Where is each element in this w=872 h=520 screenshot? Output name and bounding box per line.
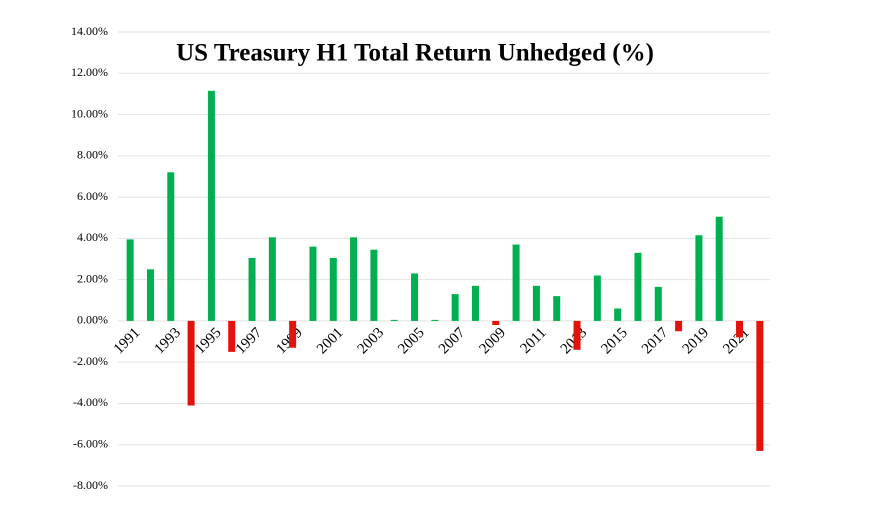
bar [126,239,134,321]
bar [695,235,703,321]
y-tick-label: -8.00% [73,478,108,492]
bar [268,237,276,321]
chart-title: US Treasury H1 Total Return Unhedged (%) [176,40,654,67]
y-tick-label: 14.00% [71,24,108,38]
y-tick-label: -2.00% [73,354,108,368]
bar [471,285,479,321]
bar [614,308,622,321]
bar [329,257,337,321]
x-tick-label: 2017 [639,325,672,358]
bar [411,273,419,321]
x-tick-label: 1997 [233,325,266,358]
y-tick-label: 6.00% [77,189,108,203]
y-tick-label: 12.00% [71,65,108,79]
x-tick-label: 2019 [680,325,713,358]
bar [146,269,154,321]
bar [309,246,317,321]
bar [492,320,500,326]
bar [654,286,662,321]
x-tick-label: 2001 [314,325,347,358]
x-tick-label: 2005 [395,325,428,358]
bar [370,249,378,321]
bar [532,285,540,321]
bar [350,237,358,321]
bar [736,320,744,338]
y-tick-label: 10.00% [71,106,108,120]
y-tick-label: 8.00% [77,148,108,162]
bar [573,320,581,350]
bar [248,257,256,321]
bar [756,320,764,451]
y-tick-label: 0.00% [77,313,108,327]
x-tick-label: 2009 [477,325,510,358]
bar [187,320,195,406]
y-tick-label: 4.00% [77,230,108,244]
x-tick-label: 2011 [518,325,550,357]
x-tick-label: 2003 [355,325,388,358]
bar [390,319,398,321]
x-tick-label: 2007 [436,325,469,358]
x-tick-label: 1991 [111,325,144,358]
bar [289,320,297,348]
y-tick-label: -4.00% [73,395,108,409]
bar [167,172,175,321]
bar [512,244,520,321]
y-tick-label: 2.00% [77,271,108,285]
bar [634,252,642,321]
x-tick-label: 1995 [192,325,225,358]
bar [553,296,561,321]
x-tick-label: 2015 [598,325,631,358]
x-tick-label: 1993 [152,325,185,358]
bar [675,320,683,332]
bar [715,216,723,321]
y-tick-label: -6.00% [73,436,108,450]
bar [451,294,459,321]
bar [593,275,601,321]
bar [228,320,236,352]
bar [207,90,215,321]
bar [431,319,439,321]
